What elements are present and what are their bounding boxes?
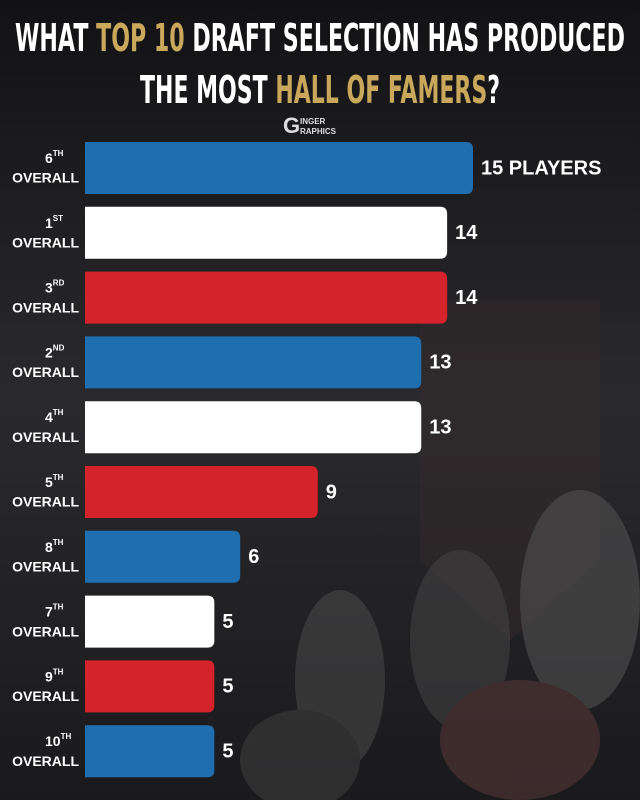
chart-title: THE MOST HALL OF FAMERS? [140,68,500,112]
category-label: 3RD [45,279,65,296]
bar [85,595,215,648]
category-suffix: TH [53,149,64,158]
category-ordinal: 2 [45,344,53,360]
player-photos [240,490,640,800]
bar [85,530,241,583]
category-label: OVERALL [12,494,79,510]
category-label: 9TH [45,668,64,685]
title-segment: DRAFT SELECTION HAS PRODUCED [185,16,625,60]
category-label: 4TH [45,408,64,425]
category-ordinal: 9 [45,668,53,684]
logo-text: INGER [300,117,326,126]
logo-letter: G [283,113,300,138]
category-label: OVERALL [12,364,79,380]
bar [85,142,473,194]
bar [85,206,448,259]
value-label: 5 [222,611,233,633]
bar [85,271,448,324]
category-label: OVERALL [12,688,79,704]
value-label: 9 [326,481,337,503]
category-label: 5TH [45,473,64,490]
category-label: 2ND [45,344,65,361]
category-suffix: TH [53,473,64,482]
category-label: OVERALL [12,170,79,186]
category-label: 7TH [45,603,64,620]
value-label: 14 [455,287,478,309]
chart-title: WHAT TOP 10 DRAFT SELECTION HAS PRODUCED [15,16,625,60]
value-label: 5 [222,676,233,698]
category-label: OVERALL [12,299,79,315]
value-label: 14 [455,222,478,244]
title-segment: WHAT [15,16,96,60]
title-segment: ? [487,68,500,112]
category-label: OVERALL [12,429,79,445]
category-label: 6TH [45,149,64,166]
bar [85,725,215,778]
bar [85,401,422,454]
category-label: 10TH [45,732,71,749]
title-segment: THE MOST [140,68,275,112]
category-suffix: TH [53,538,64,547]
category-label: OVERALL [12,623,79,639]
category-ordinal: 10 [45,733,61,749]
category-ordinal: 8 [45,539,53,555]
category-ordinal: 3 [45,279,53,295]
category-label: OVERALL [12,559,79,575]
title-segment: TOP 10 [96,16,185,60]
bar [85,660,215,713]
category-label: 8TH [45,538,64,555]
value-label: 5 [222,740,233,762]
category-label: OVERALL [12,235,79,251]
title-segment: HALL OF FAMERS [275,68,487,112]
category-ordinal: 1 [45,215,53,231]
value-label: 6 [248,546,259,568]
category-ordinal: 7 [45,603,53,619]
category-suffix: RD [53,279,65,288]
category-suffix: TH [53,603,64,612]
value-label: 13 [429,352,451,374]
category-ordinal: 5 [45,474,53,490]
logo-text: RAPHICS [300,127,337,136]
category-ordinal: 6 [45,150,53,166]
value-label: 15 PLAYERS [481,157,601,179]
bar [85,336,422,389]
category-ordinal: 4 [45,409,53,425]
category-label: OVERALL [12,753,79,769]
value-label: 13 [429,416,451,438]
category-suffix: ST [53,214,63,223]
category-suffix: TH [61,732,72,741]
category-suffix: ND [53,344,65,353]
category-suffix: TH [53,408,64,417]
category-label: 1ST [45,214,63,231]
bar [85,466,318,518]
category-suffix: TH [53,668,64,677]
